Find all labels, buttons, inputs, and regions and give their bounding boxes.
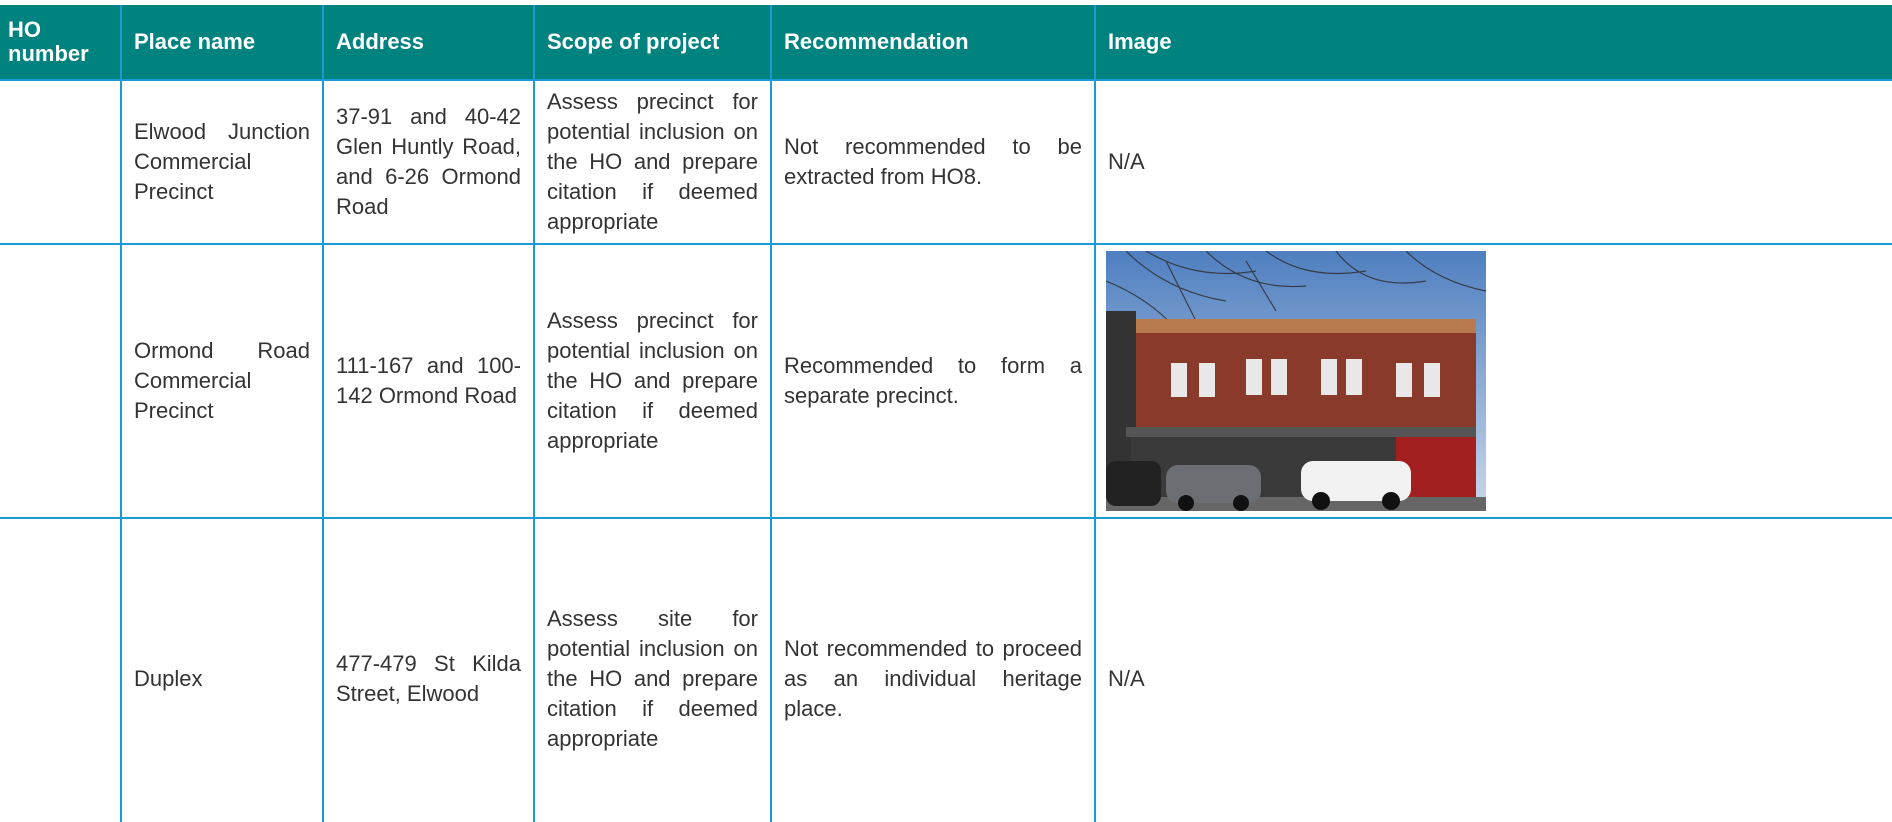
table-row: Elwood Junction Commercial Precinct 37-9… [0,79,1892,244]
column-header: Address [322,5,534,80]
image-cell: N/A [1094,79,1892,244]
place-name-cell: Elwood Junction Commercial Precinct [120,79,323,244]
ho-number-cell [0,517,121,822]
address-cell: 111-167 and 100-142 Ormond Road [322,243,534,518]
column-header: Place name [120,5,323,80]
header-row: HO number Place name Address Scope of pr… [0,5,1892,80]
address-cell: 477-479 St Kilda Street, Elwood [322,517,534,822]
table-container: HO number Place name Address Scope of pr… [0,5,1892,822]
place-name-cell: Ormond Road Commercial Precinct [120,243,323,518]
ho-number-cell [0,79,121,244]
scope-cell: Assess site for potential inclusion on t… [533,517,771,822]
image-cell: N/A [1094,517,1892,822]
column-header: Scope of project [533,5,771,80]
column-header: Recommendation [770,5,1095,80]
recommendation-cell: Not recommended to proceed as an individ… [770,517,1095,822]
scope-cell: Assess precinct for potential inclusion … [533,243,771,518]
ho-number-cell [0,243,121,518]
photo [1106,251,1486,511]
address-cell: 37-91 and 40-42 Glen Huntly Road, and 6-… [322,79,534,244]
recommendation-cell: Recommended to form a separate precinct. [770,243,1095,518]
table-row: Duplex 477-479 St Kilda Street, Elwood A… [0,517,1892,822]
table-row: Ormond Road Commercial Precinct 111-167 … [0,243,1892,518]
scope-cell: Assess precinct for potential inclusion … [533,79,771,244]
recommendation-cell: Not recommended to be extracted from HO8… [770,79,1095,244]
image-cell [1094,243,1892,518]
column-header: HO number [0,5,121,80]
column-header: Image [1094,5,1892,80]
place-name-cell: Duplex [120,517,323,822]
heritage-table: HO number Place name Address Scope of pr… [0,5,1892,822]
